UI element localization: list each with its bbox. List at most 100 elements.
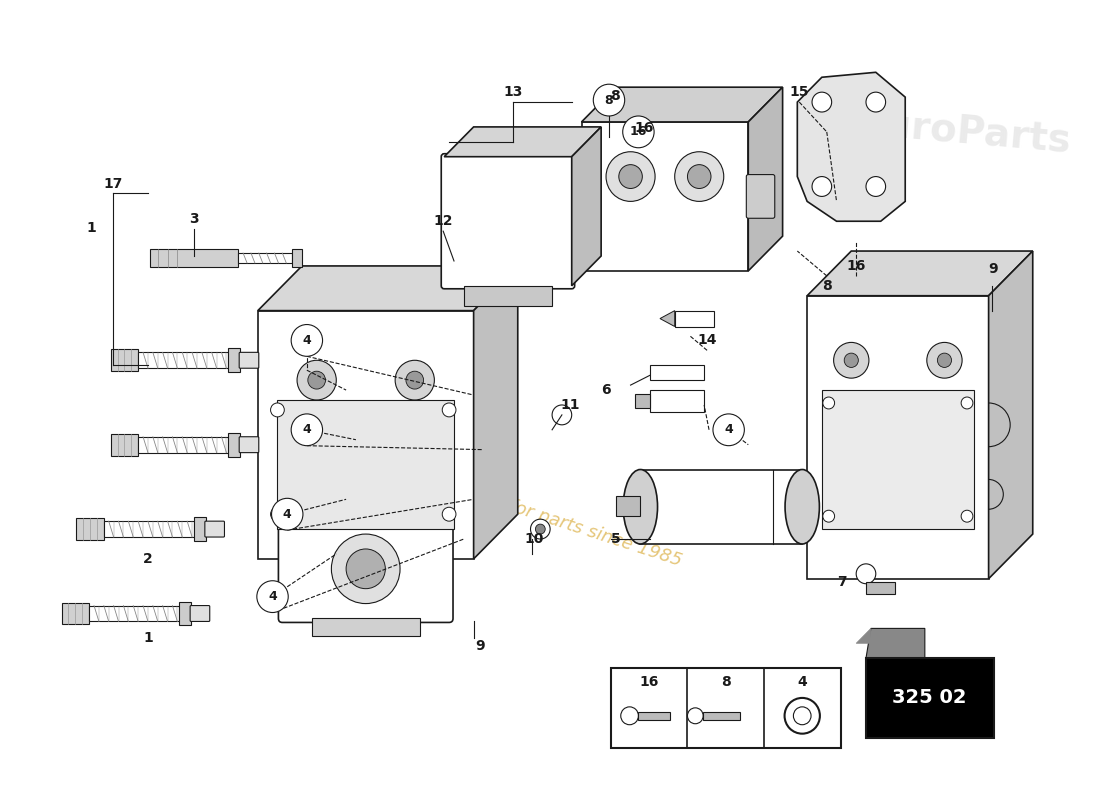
Text: 1: 1 [86,222,96,235]
Circle shape [927,342,962,378]
Circle shape [812,177,832,197]
Circle shape [530,519,550,539]
Circle shape [331,534,400,603]
FancyBboxPatch shape [638,712,670,720]
Circle shape [823,510,835,522]
FancyBboxPatch shape [610,668,842,747]
Ellipse shape [624,470,658,544]
Circle shape [866,177,886,197]
Ellipse shape [785,470,820,544]
Text: 3: 3 [189,212,199,226]
FancyBboxPatch shape [582,122,748,271]
Polygon shape [582,87,782,122]
FancyBboxPatch shape [703,712,740,720]
FancyBboxPatch shape [746,174,774,218]
Circle shape [297,360,337,400]
FancyBboxPatch shape [674,310,714,326]
Polygon shape [807,251,1033,296]
Polygon shape [660,310,674,326]
Circle shape [844,447,858,462]
Text: 4: 4 [798,675,807,689]
Circle shape [271,403,284,417]
Circle shape [961,510,972,522]
Text: 5: 5 [610,532,620,546]
Text: 2: 2 [143,552,153,566]
Polygon shape [257,266,518,310]
Text: 14: 14 [697,334,717,347]
Circle shape [272,498,302,530]
Circle shape [536,524,546,534]
FancyBboxPatch shape [194,517,206,541]
FancyBboxPatch shape [570,194,603,248]
Circle shape [812,92,832,112]
Circle shape [688,708,703,724]
Circle shape [292,414,322,446]
FancyBboxPatch shape [866,582,895,594]
Circle shape [713,414,745,446]
Circle shape [937,353,952,367]
FancyBboxPatch shape [190,606,210,622]
Circle shape [674,152,724,202]
Text: 16: 16 [629,126,647,138]
Circle shape [688,165,711,189]
Circle shape [937,447,952,462]
FancyBboxPatch shape [76,518,103,540]
Text: 8: 8 [605,94,614,106]
FancyBboxPatch shape [311,618,420,636]
Circle shape [552,405,572,425]
FancyBboxPatch shape [89,606,179,622]
FancyBboxPatch shape [866,658,993,738]
Circle shape [619,165,642,189]
Polygon shape [856,629,871,643]
Circle shape [623,116,654,148]
Text: 15: 15 [790,85,808,99]
Text: 10: 10 [525,532,544,546]
Polygon shape [572,127,601,286]
FancyBboxPatch shape [441,154,574,289]
Text: 8: 8 [720,675,730,689]
FancyBboxPatch shape [229,433,240,457]
FancyBboxPatch shape [179,602,191,626]
Circle shape [297,470,337,510]
FancyBboxPatch shape [139,352,229,368]
FancyBboxPatch shape [239,352,258,368]
FancyBboxPatch shape [277,400,454,529]
Polygon shape [474,266,518,559]
FancyBboxPatch shape [111,350,139,371]
Text: 16: 16 [635,121,654,135]
Text: 4: 4 [302,423,311,436]
FancyBboxPatch shape [464,286,552,306]
FancyBboxPatch shape [822,390,974,529]
Circle shape [961,397,972,409]
Polygon shape [807,296,989,578]
Circle shape [442,403,456,417]
FancyBboxPatch shape [150,249,239,267]
Circle shape [823,397,835,409]
Text: 8: 8 [822,278,832,293]
Circle shape [308,481,326,498]
Circle shape [406,371,424,389]
Circle shape [406,481,424,498]
Text: 4: 4 [268,590,277,603]
Circle shape [866,92,886,112]
FancyBboxPatch shape [650,390,704,412]
FancyBboxPatch shape [239,253,293,263]
Polygon shape [798,72,905,222]
Circle shape [834,437,869,473]
FancyBboxPatch shape [239,437,258,453]
Text: 4: 4 [302,334,311,347]
FancyBboxPatch shape [103,521,194,537]
FancyBboxPatch shape [229,348,240,372]
Text: 4: 4 [283,508,292,521]
Text: 16: 16 [639,675,659,689]
FancyBboxPatch shape [205,521,224,537]
Polygon shape [989,251,1033,578]
Polygon shape [748,87,782,271]
Polygon shape [257,310,474,559]
Circle shape [606,152,656,202]
Text: 9: 9 [989,262,999,276]
Circle shape [856,564,876,584]
FancyBboxPatch shape [640,470,802,544]
FancyBboxPatch shape [139,437,229,453]
Text: 11: 11 [560,398,580,412]
